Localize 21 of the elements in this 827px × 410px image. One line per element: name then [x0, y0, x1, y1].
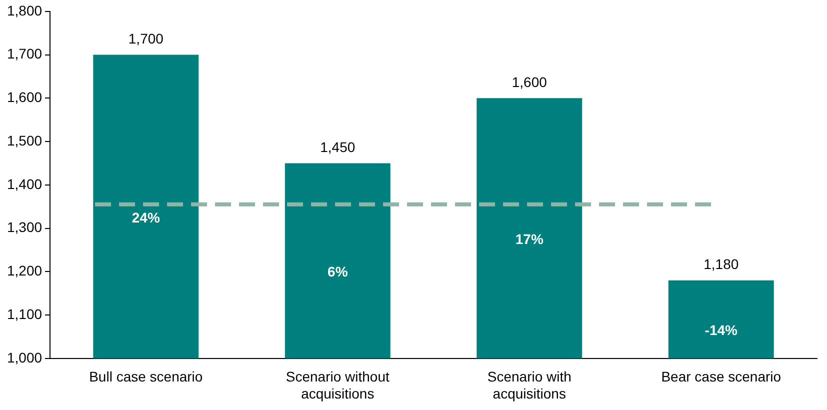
y-tick-label: 1,100 [6, 306, 42, 322]
x-tick-label: Bear case scenario [661, 368, 782, 385]
x-tick-label: Bull case scenario [89, 368, 203, 385]
x-tick-label: Scenario without acquisitions [286, 368, 390, 402]
y-tick-label: 1,500 [6, 132, 42, 148]
y-tick-label: 1,200 [6, 262, 42, 279]
annotation: 6% [328, 264, 348, 280]
annotation: 17% [515, 231, 544, 248]
y-tick-label: 1,300 [6, 219, 42, 236]
y-tick-label: 1,000 [6, 349, 42, 366]
data-label: 1,600 [512, 74, 548, 90]
data-label: 1,450 [320, 139, 356, 156]
annotation: 24% [132, 209, 160, 226]
x-tick-label: Scenario with acquisitions [487, 368, 572, 402]
y-tick-label: 1,700 [6, 46, 42, 62]
y-tick-label: 1,600 [6, 89, 42, 106]
y-tick-label: 1,400 [6, 176, 42, 192]
y-tick-label: 1,800 [6, 2, 42, 18]
data-label: 1,700 [128, 30, 164, 47]
annotation: -14% [704, 322, 738, 338]
data-label: 1,180 [704, 256, 739, 272]
